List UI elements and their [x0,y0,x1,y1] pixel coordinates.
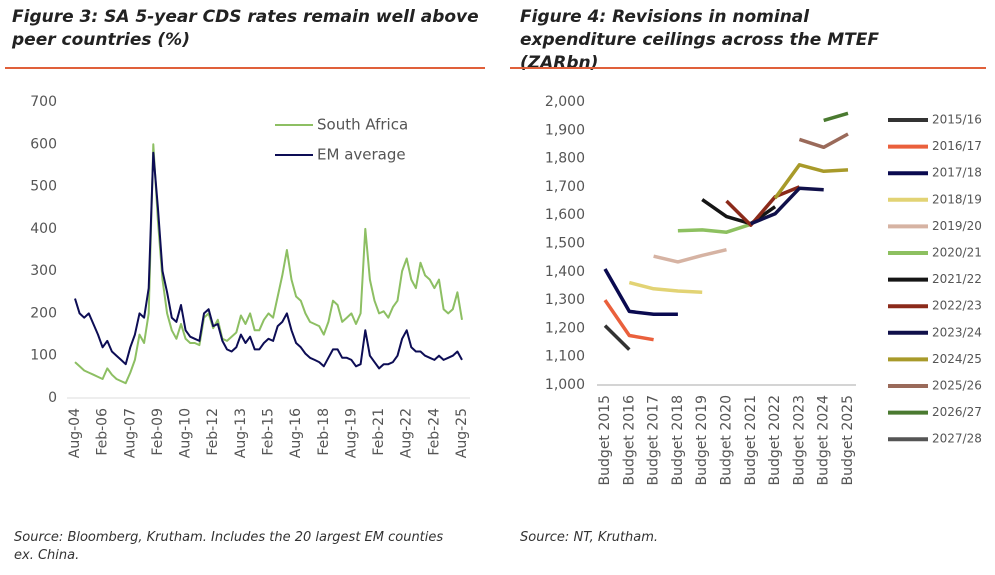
series-line [725,185,801,227]
legend-label: 2018/19 [932,192,982,206]
series-line [628,280,703,294]
x-tick-label: Budget 2016 [621,395,637,486]
x-tick-label: Budget 2017 [646,395,662,485]
x-tick-label: Budget 2018 [670,395,686,485]
y-tick-label: 1,600 [545,207,585,223]
x-tick-label: Aug-07 [122,408,138,458]
series-line [74,143,463,385]
x-tick-label: Feb-21 [371,408,387,456]
source-note: Source: Bloomberg, Krutham. Includes the… [14,530,444,563]
legend-label: 2023/24 [932,325,982,339]
x-tick-label: Budget 2020 [719,395,735,485]
chart-title: Figure 4: Revisions in nominal expenditu… [520,7,879,73]
legend-label: 2015/16 [932,113,982,127]
x-tick-label: Aug-16 [288,408,304,458]
legend-label: 2021/22 [932,272,982,286]
y-tick-label: 1,100 [545,349,585,365]
y-tick-label: 2,000 [545,94,585,110]
y-tick-label: 400 [30,221,57,237]
y-tick-label: 1,200 [545,320,585,336]
x-tick-label: Aug-04 [67,408,83,458]
series-line [798,132,849,150]
x-tick-label: Feb-06 [95,408,111,456]
legend-label: South Africa [317,116,408,134]
chart-title: Figure 3: SA 5-year CDS rates remain wel… [12,7,479,50]
y-tick-label: 0 [48,390,57,406]
y-tick-label: 200 [30,305,57,321]
legend-label: 2017/18 [932,166,982,180]
x-tick-label: Budget 2021 [743,395,759,485]
series-line [603,268,678,317]
legend-label: 2027/28 [932,432,982,446]
legend-label: 2020/21 [932,246,982,260]
legend-label: 2025/26 [932,379,982,393]
x-tick-label: Feb-09 [150,408,166,456]
series-line [603,299,654,342]
series-line [74,151,463,370]
x-tick-label: Budget 2015 [597,395,613,485]
x-tick-label: Feb-24 [426,408,442,456]
x-tick-label: Feb-15 [261,408,277,456]
legend-label: 2024/25 [932,352,982,366]
y-tick-label: 1,900 [545,122,585,138]
x-tick-label: Budget 2025 [840,395,856,485]
x-tick-label: Aug-10 [178,408,194,458]
y-tick-label: 700 [30,94,57,110]
x-tick-label: Budget 2024 [816,395,832,486]
legend-label: 2022/23 [932,299,982,313]
legend-label: 2016/17 [932,139,982,153]
legend-label: 2026/27 [932,405,982,419]
y-tick-label: 1,000 [545,377,585,393]
y-tick-label: 500 [30,179,57,195]
series-line [603,324,631,351]
source-note: Source: NT, Krutham. [520,530,659,545]
y-tick-label: 600 [30,136,57,152]
y-tick-label: 1,400 [545,264,585,280]
series-line [773,163,849,200]
x-tick-label: Aug-22 [399,408,415,458]
x-tick-label: Aug-19 [343,408,359,458]
x-tick-label: Aug-13 [233,408,249,458]
legend-label: EM average [317,146,406,164]
y-tick-label: 1,500 [545,236,585,252]
x-tick-label: Budget 2023 [791,395,807,485]
series-line [653,247,727,264]
x-tick-label: Aug-25 [454,408,470,458]
x-tick-label: Budget 2019 [694,395,710,485]
series-line [823,111,849,123]
y-tick-label: 100 [30,348,57,364]
x-tick-label: Feb-12 [205,408,221,456]
y-tick-label: 1,700 [545,179,585,195]
title-rule [5,67,485,69]
y-tick-label: 1,300 [545,292,585,308]
series-line [677,222,752,234]
legend-label: 2019/20 [932,219,982,233]
y-tick-label: 1,800 [545,151,585,167]
series-line [750,186,824,226]
x-tick-label: Feb-18 [316,408,332,456]
y-tick-label: 300 [30,263,57,279]
title-rule [510,67,986,69]
x-tick-label: Budget 2022 [767,395,783,485]
series-line [701,198,777,226]
